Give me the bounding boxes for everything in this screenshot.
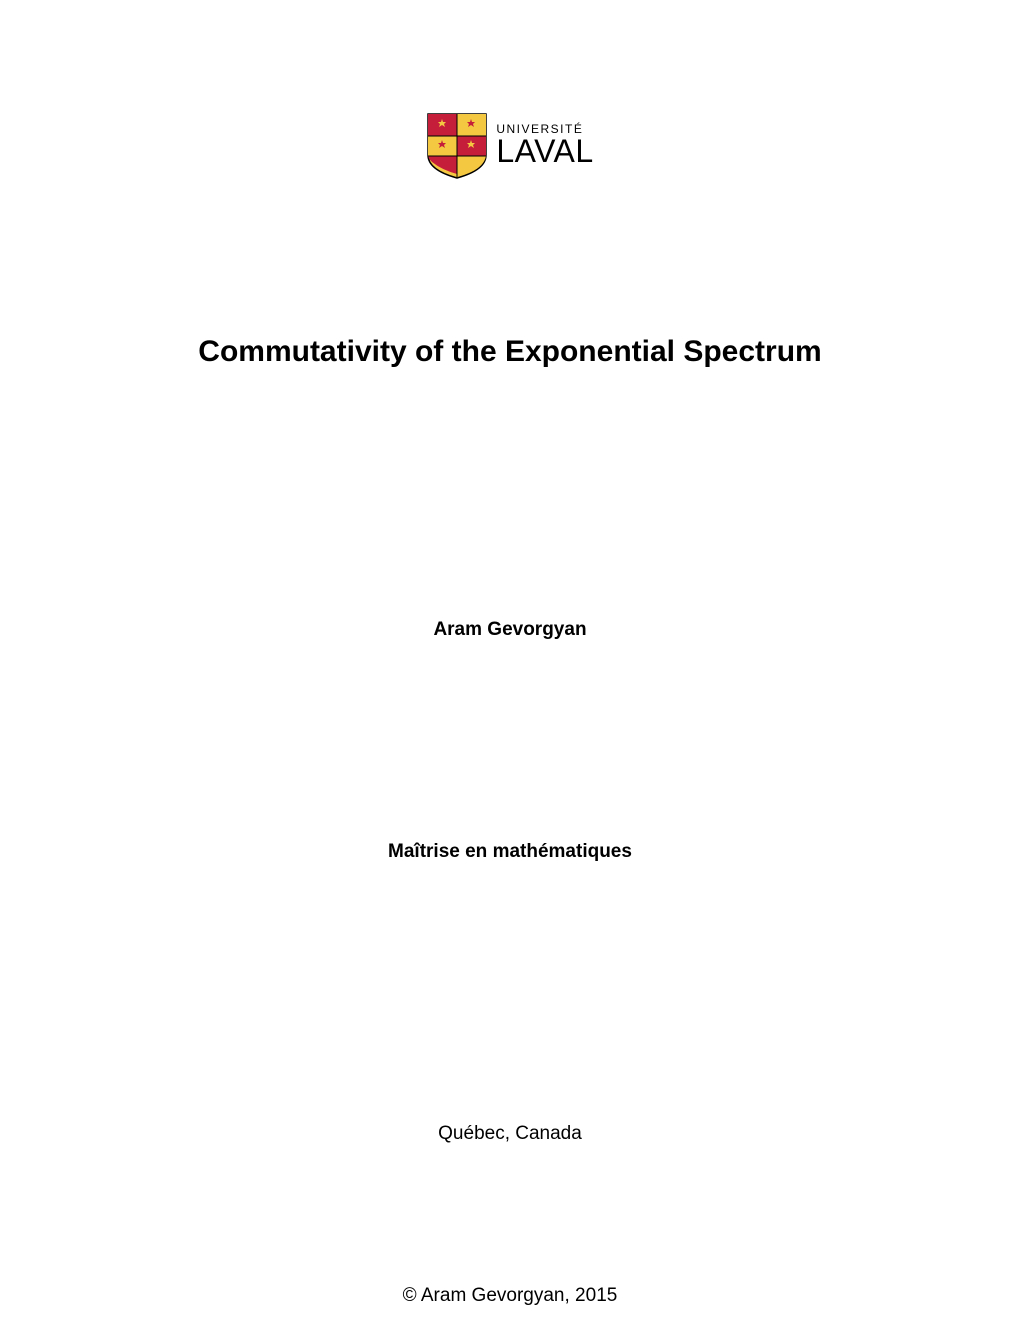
thesis-title: Commutativity of the Exponential Spectru… (0, 335, 1020, 369)
title-page: UNIVERSITÉ LAVAL Commutativity of the Ex… (0, 0, 1020, 1320)
degree-program: Maîtrise en mathématiques (0, 841, 1020, 863)
location: Québec, Canada (0, 1123, 1020, 1145)
copyright-notice: © Aram Gevorgyan, 2015 (0, 1285, 1020, 1307)
logo-laval-text: LAVAL (496, 135, 593, 167)
shield-icon (426, 110, 488, 180)
author-name: Aram Gevorgyan (0, 619, 1020, 641)
university-logo: UNIVERSITÉ LAVAL (0, 110, 1020, 180)
logo-text: UNIVERSITÉ LAVAL (496, 123, 593, 167)
